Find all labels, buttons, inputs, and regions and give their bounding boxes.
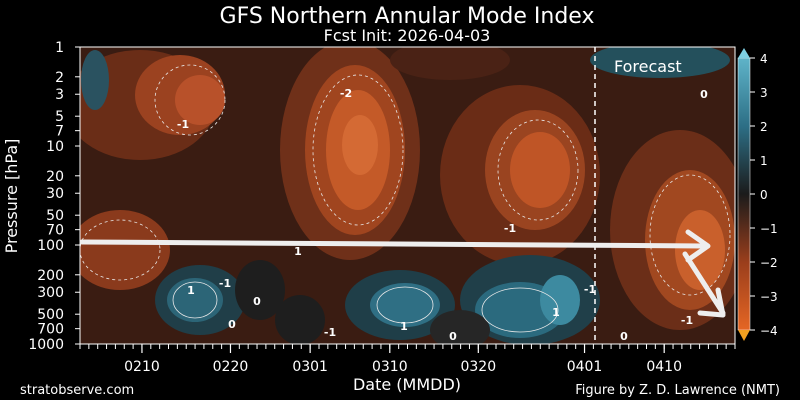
y-tick-label: 7 xyxy=(55,124,64,140)
contour-label: 1 xyxy=(187,284,195,297)
contour-label: -1 xyxy=(324,326,336,339)
colorbar-tick-label: −4 xyxy=(760,324,778,338)
x-tick-label: 0310 xyxy=(372,359,408,375)
y-tick-label: 2 xyxy=(55,70,64,86)
y-tick-label: 500 xyxy=(37,307,64,323)
colorbar-tick-label: 2 xyxy=(760,120,768,134)
heatmap-field xyxy=(80,47,735,344)
downward-arrowhead xyxy=(697,287,726,318)
footer-right: Figure by Z. D. Lawrence (NMT) xyxy=(575,383,780,398)
colorbar-bottom-extend xyxy=(738,330,750,341)
contour-label: 1 xyxy=(400,320,408,333)
x-tick-label: 0401 xyxy=(567,359,603,375)
x-tick-label: 0220 xyxy=(213,359,249,375)
y-tick-label: 1 xyxy=(55,40,64,56)
arrow-overlay xyxy=(79,229,726,318)
contour-label: 0 xyxy=(228,318,236,331)
colorbar-tick-label: 0 xyxy=(760,188,768,202)
footer-left: stratobserve.com xyxy=(20,383,134,398)
x-tick-label: 0410 xyxy=(646,359,682,375)
colorbar-tick-label: 4 xyxy=(760,52,768,66)
horizontal-arrowhead xyxy=(685,229,711,263)
y-tick-label: 50 xyxy=(46,208,64,224)
colorbar-tick-label: −1 xyxy=(760,222,778,236)
contour-label: -1 xyxy=(177,118,189,131)
colorbar-tick-label: −2 xyxy=(760,256,778,270)
x-tick-label: 0301 xyxy=(292,359,328,375)
colorbar-tick-label: 3 xyxy=(760,86,768,100)
chart-subtitle: Fcst Init: 2026-04-03 xyxy=(324,26,491,45)
contour-label: -1 xyxy=(219,277,231,290)
y-tick-label: 1000 xyxy=(28,337,64,353)
x-axis: 0210 0220 0301 0310 0320 0401 0410 xyxy=(79,344,736,375)
y-tick-label: 70 xyxy=(46,223,64,239)
horizontal-arrow-shaft xyxy=(79,239,708,249)
contour-label: 0 xyxy=(449,330,457,343)
y-tick-label: 3 xyxy=(55,87,64,103)
y-tick-label: 100 xyxy=(37,238,64,254)
contour-label: 0 xyxy=(700,88,708,101)
y-tick-label: 30 xyxy=(46,186,64,202)
y-tick-label: 5 xyxy=(55,109,64,125)
contour-label: 0 xyxy=(620,330,628,343)
y-tick-label: 10 xyxy=(46,139,64,155)
colorbar: 4 3 2 1 0 −1 −2 −3 −4 xyxy=(737,48,778,341)
contour-label: -1 xyxy=(584,283,596,296)
contour-label: -1 xyxy=(504,222,516,235)
colorbar-top-extend xyxy=(738,48,750,58)
colorbar-tick-label: 1 xyxy=(760,154,768,168)
contour-label: -2 xyxy=(340,87,352,100)
downward-arrow-shaft xyxy=(682,251,726,316)
contour-labels: -1 -2 1 1 -1 0 0 1 -1 -1 1 -1 0 0 -1 0 xyxy=(177,87,708,343)
contour-label: 0 xyxy=(253,295,261,308)
forecast-label: Forecast xyxy=(614,57,682,76)
x-tick-label: 0210 xyxy=(124,359,160,375)
chart-title: GFS Northern Annular Mode Index xyxy=(220,4,595,29)
y-axis-label: Pressure [hPa] xyxy=(2,139,21,254)
y-tick-label: 300 xyxy=(37,285,64,301)
colorbar-body xyxy=(737,57,751,331)
x-axis-label: Date (MMDD) xyxy=(353,375,461,394)
colorbar-tick-label: −3 xyxy=(760,290,778,304)
contour-label: 1 xyxy=(552,306,560,319)
y-tick-label: 20 xyxy=(46,169,64,185)
contour-label: -1 xyxy=(681,314,693,327)
x-tick-label: 0320 xyxy=(460,359,496,375)
y-tick-label: 700 xyxy=(37,322,64,338)
contour-label: 1 xyxy=(294,245,302,258)
y-tick-label: 200 xyxy=(37,268,64,284)
